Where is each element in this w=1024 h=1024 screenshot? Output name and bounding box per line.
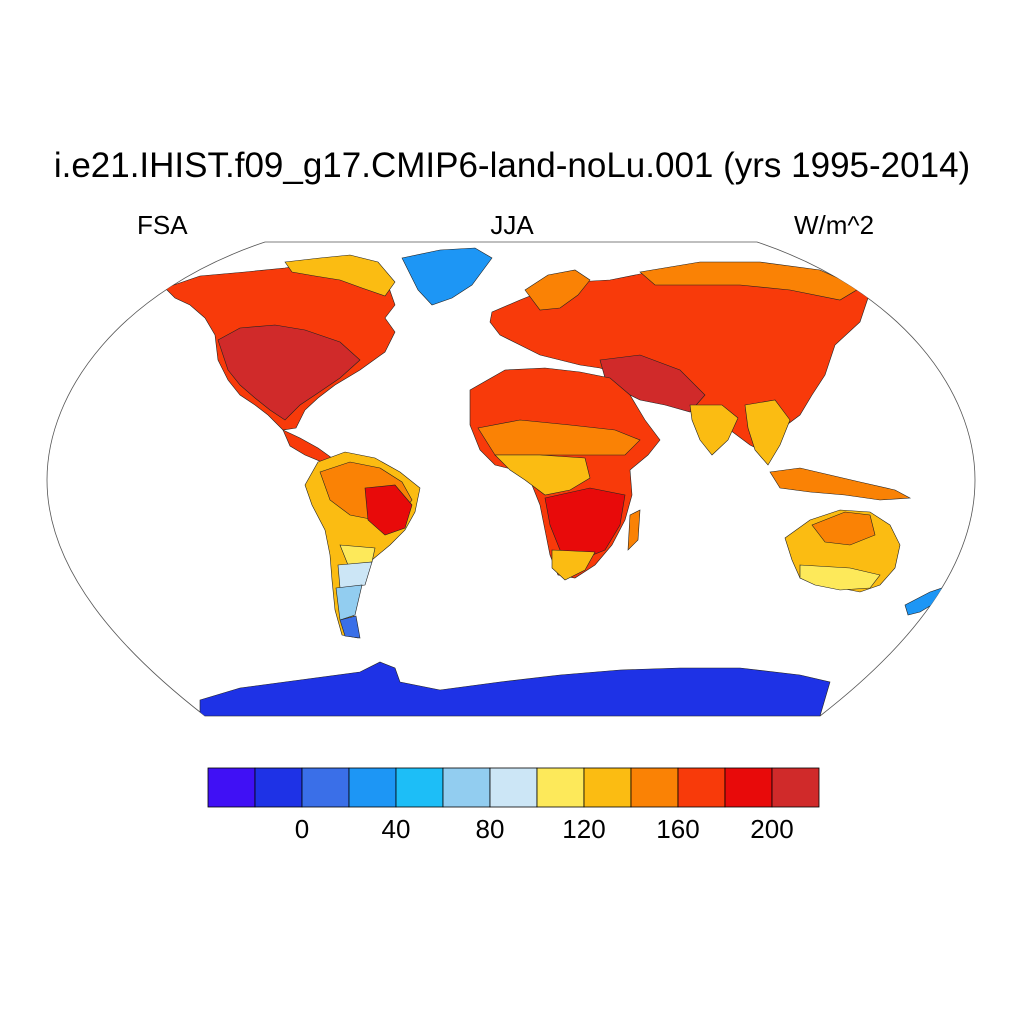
colorbar-swatch (630, 767, 679, 808)
region-greenland (401, 247, 493, 306)
colorbar-tick-label: 200 (750, 814, 794, 844)
region-madagascar (627, 509, 641, 551)
region-brazil-core (364, 484, 413, 536)
season-label: JJA (490, 210, 534, 240)
plot-title: i.e21.IHIST.f09_g17.CMIP6-land-noLu.001 … (53, 146, 971, 185)
colorbar-swatch (489, 767, 538, 808)
colorbar-tick-label: 0 (294, 814, 310, 844)
region-indonesia (769, 467, 912, 501)
region-usa-interior (217, 324, 361, 421)
colorbar-swatch (771, 767, 820, 808)
region-australia-north (811, 511, 876, 546)
colorbar-tick-label: 80 (475, 814, 505, 844)
region-tierra-del-fuego (339, 615, 361, 639)
colorbar-swatch (583, 767, 632, 808)
colorbar-swatch (677, 767, 726, 808)
region-argentina-mid (337, 561, 373, 589)
region-siberia-north (639, 261, 861, 301)
colorbar-swatch (207, 767, 256, 808)
region-southeast-asia (744, 399, 791, 466)
colorbar-tick-label: 120 (562, 814, 606, 844)
region-india (689, 404, 739, 456)
units-label: W/m^2 (794, 210, 875, 240)
colorbar-swatch (348, 767, 397, 808)
colorbar-swatch (395, 767, 444, 808)
colorbar-tick-label: 160 (656, 814, 700, 844)
colorbar-tick-label: 40 (381, 814, 411, 844)
region-south-africa-tip (551, 549, 596, 581)
region-antarctica (199, 661, 831, 716)
colorbar-swatch (724, 767, 773, 808)
region-central-africa (494, 454, 591, 496)
region-patagonia (335, 584, 363, 621)
region-scandinavia (524, 269, 591, 311)
region-australia-south (799, 564, 881, 591)
colorbar-swatch (301, 767, 350, 808)
colorbar-swatch (254, 767, 303, 808)
colorbar-swatch (442, 767, 491, 808)
region-canada-arctic (284, 254, 396, 297)
variable-label: FSA (137, 210, 188, 240)
colorbar-swatch (536, 767, 585, 808)
region-southern-africa (544, 487, 626, 559)
